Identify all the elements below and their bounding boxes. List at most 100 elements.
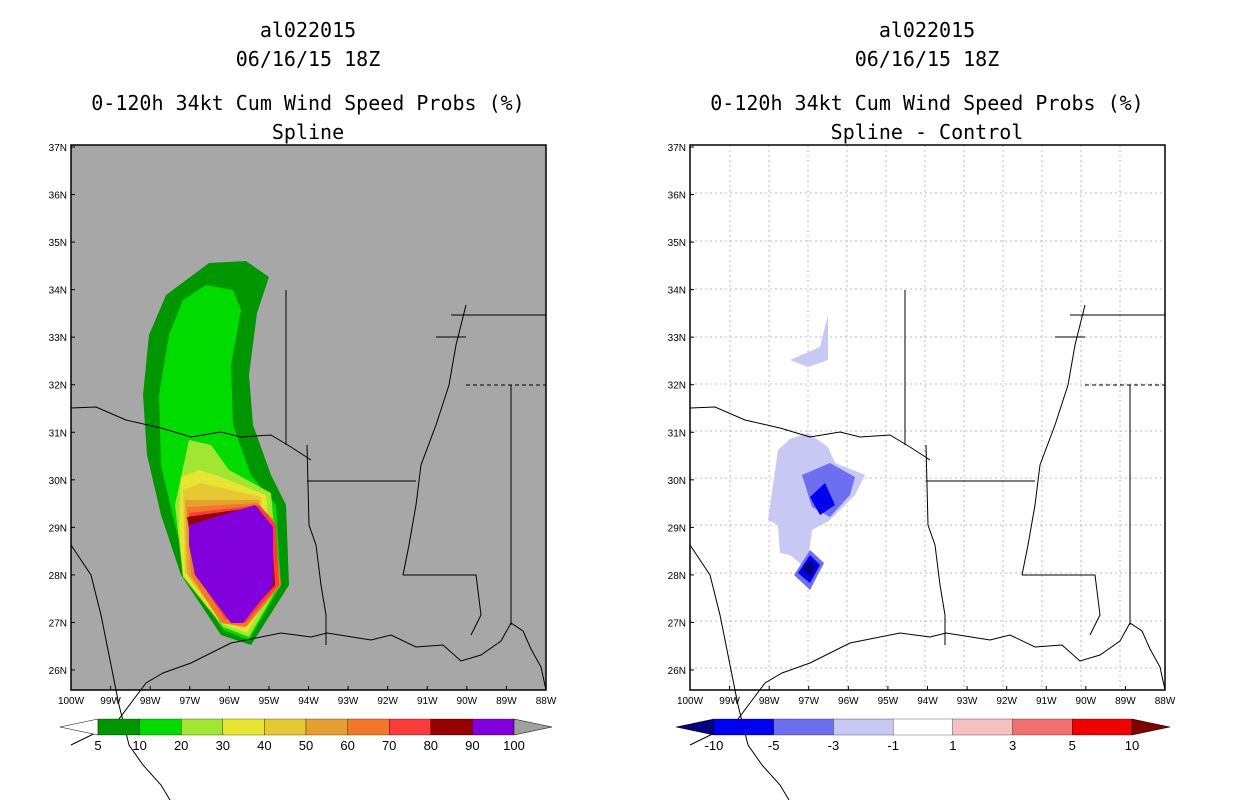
right-lat-labels: 37N 36N 35N 34N 33N 32N 31N 30N 29N 28N 27N 26N (668, 143, 694, 677)
right-lon-label: 91W (1036, 696, 1057, 707)
right-cbar-swatch (713, 718, 774, 736)
right-lon-label: 97W (798, 696, 819, 707)
left-lat-label: 27N (49, 618, 67, 629)
left-map-background (71, 145, 546, 690)
left-cbar-label: 50 (299, 738, 313, 753)
right-lat-label: 33N (668, 333, 686, 344)
right-band-neg5 (810, 483, 835, 515)
left-lon-label: 90W (457, 696, 478, 707)
right-lon-label: 93W (957, 696, 978, 707)
left-cbar-high-arrow (513, 718, 553, 736)
right-lat-label: 34N (668, 286, 686, 297)
left-lon-label: 91W (417, 696, 438, 707)
left-lon-label: 89W (496, 696, 517, 707)
left-lat-label: 32N (49, 381, 67, 392)
right-lon-label: 100W (677, 696, 704, 707)
right-band-neg1-a (790, 315, 828, 367)
right-colorbar: -10 -5 -3 -1 1 3 5 10 (675, 718, 1171, 753)
right-cbar-swatch (1072, 718, 1133, 736)
left-cbar-label: 90 (465, 738, 479, 753)
right-lat-label: 32N (668, 381, 686, 392)
left-cbar-swatch (97, 718, 140, 736)
left-lon-label: 100W (58, 696, 85, 707)
left-lat-label: 29N (49, 523, 67, 534)
right-map-grid (690, 145, 1165, 690)
right-lon-label: 95W (878, 696, 899, 707)
left-lat-labels: 37N 36N 35N 34N 33N 32N 31N 30N 29N 28N 27N 26N (49, 143, 75, 677)
left-cbar-swatch (389, 718, 431, 736)
right-cbar-swatch (1012, 718, 1073, 736)
right-title-mode: Spline - Control (830, 120, 1024, 144)
right-cbar-high-arrow (1131, 718, 1171, 736)
left-lat-label: 36N (49, 191, 67, 202)
left-cbar-label: 80 (424, 738, 438, 753)
left-lat-label: 37N (49, 143, 67, 154)
left-lon-label: 88W (536, 696, 557, 707)
left-lon-label: 96W (219, 696, 240, 707)
left-cbar-label: 30 (216, 738, 230, 753)
right-lat-label: 29N (668, 523, 686, 534)
right-lon-label: 90W (1076, 696, 1097, 707)
right-lon-label: 88W (1155, 696, 1176, 707)
right-lon-label: 92W (996, 696, 1017, 707)
right-title-storm: al022015 (878, 18, 976, 42)
right-lat-label: 26N (668, 666, 686, 677)
right-title-product: 0-120h 34kt Cum Wind Speed Probs (%) (710, 91, 1144, 115)
left-title-storm: al022015 (259, 18, 357, 42)
left-cbar-swatch (222, 718, 265, 736)
left-lat-label: 26N (49, 666, 67, 677)
left-cbar-swatch (181, 718, 223, 736)
right-cbar-label: -5 (768, 738, 780, 753)
left-lon-label: 97W (179, 696, 200, 707)
right-lon-label: 96W (838, 696, 859, 707)
left-cbar-swatch (347, 718, 390, 736)
right-lat-label: 36N (668, 191, 686, 202)
left-cbar-label: 10 (132, 738, 146, 753)
left-cbar-label: 5 (94, 738, 101, 753)
right-lat-label: 31N (668, 428, 686, 439)
left-cbar-swatch (430, 718, 473, 736)
left-lon-label: 98W (140, 696, 161, 707)
left-lat-label: 35N (49, 238, 67, 249)
left-lon-label: 99W (100, 696, 121, 707)
right-band-neg10-c (802, 560, 816, 577)
left-cbar-label: 70 (382, 738, 396, 753)
right-lat-label: 28N (668, 571, 686, 582)
left-cbar-label: 60 (340, 738, 354, 753)
left-cbar-low-arrow (59, 718, 99, 736)
right-lon-labels: 100W 99W 98W 97W 96W 95W 94W 93W 92W 91W 90W 89W 88W (677, 686, 1176, 707)
right-cbar-swatch (892, 718, 954, 736)
left-lat-label: 33N (49, 333, 67, 344)
right-lat-label: 37N (668, 143, 686, 154)
left-cbar-swatch (139, 718, 182, 736)
right-cbar-label: 5 (1069, 738, 1076, 753)
right-lon-label: 99W (719, 696, 740, 707)
right-cbar-label: -1 (887, 738, 899, 753)
left-cbar-swatch (264, 718, 307, 736)
left-map (70, 144, 547, 800)
right-map (689, 144, 1166, 800)
right-cbar-swatch (952, 718, 1013, 736)
left-lon-label: 92W (377, 696, 398, 707)
left-cbar-swatch (472, 718, 515, 736)
right-cbar-low-arrow (675, 718, 715, 736)
left-lon-label: 93W (338, 696, 359, 707)
right-lon-label: 98W (759, 696, 780, 707)
left-cbar-label: 40 (257, 738, 271, 753)
right-cbar-label: -3 (828, 738, 840, 753)
right-lat-label: 27N (668, 618, 686, 629)
left-cbar-swatch (305, 718, 348, 736)
right-lat-label: 35N (668, 238, 686, 249)
right-lon-label: 89W (1115, 696, 1136, 707)
right-lat-label: 30N (668, 476, 686, 487)
left-lat-label: 31N (49, 428, 67, 439)
left-cbar-label: 100 (503, 738, 525, 753)
right-cbar-label: -10 (705, 738, 724, 753)
left-title-date: 06/16/15 18Z (235, 47, 381, 71)
right-lon-label: 94W (917, 696, 938, 707)
right-cbar-swatch (833, 718, 894, 736)
left-lat-label: 34N (49, 286, 67, 297)
left-title-mode: Spline (271, 120, 345, 144)
left-lon-labels: 100W 99W 98W 97W 96W 95W 94W 93W 92W 91W 90W 89W 88W (58, 686, 557, 707)
